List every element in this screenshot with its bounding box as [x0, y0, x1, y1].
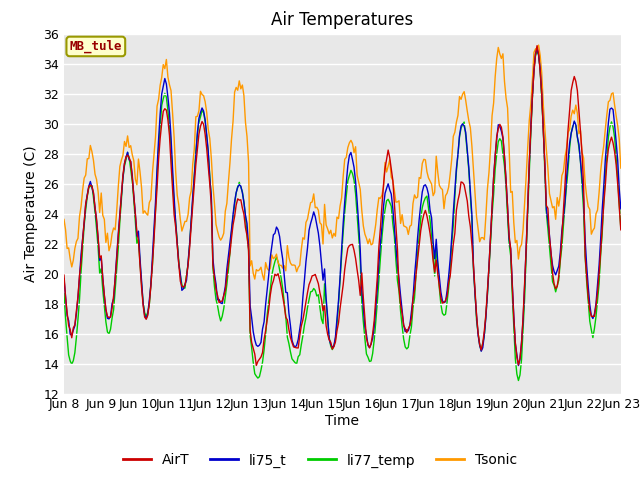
AirT	[305, 282, 313, 288]
li77_temp	[303, 304, 311, 310]
X-axis label: Time: Time	[325, 414, 360, 428]
li77_temp	[226, 250, 234, 255]
li77_temp	[515, 378, 522, 384]
Line: AirT: AirT	[64, 46, 621, 365]
Tsonic	[535, 42, 543, 48]
Tsonic	[226, 160, 234, 166]
li77_temp	[129, 178, 136, 184]
li75_t	[226, 240, 234, 246]
li75_t	[254, 344, 262, 349]
Tsonic	[60, 216, 68, 222]
li77_temp	[533, 48, 541, 54]
Title: Air Temperatures: Air Temperatures	[271, 11, 413, 29]
Tsonic	[244, 159, 252, 165]
AirT	[129, 175, 136, 180]
AirT	[533, 43, 541, 48]
li77_temp	[60, 291, 68, 297]
li75_t	[244, 243, 252, 249]
li77_temp	[589, 335, 596, 340]
AirT	[253, 362, 260, 368]
AirT	[589, 313, 596, 319]
li77_temp	[617, 225, 625, 231]
li75_t	[515, 363, 522, 369]
li75_t	[533, 46, 541, 52]
Tsonic	[129, 152, 136, 157]
li77_temp	[244, 246, 252, 252]
AirT	[255, 356, 263, 362]
AirT	[244, 248, 252, 253]
li75_t	[617, 206, 625, 212]
Tsonic	[254, 268, 262, 274]
Tsonic	[589, 228, 596, 233]
li75_t	[589, 315, 596, 321]
Tsonic	[260, 277, 268, 283]
li75_t	[129, 172, 136, 178]
li77_temp	[254, 375, 262, 381]
Legend: AirT, li75_t, li77_temp, Tsonic: AirT, li75_t, li77_temp, Tsonic	[117, 448, 523, 473]
Tsonic	[617, 165, 625, 171]
AirT	[617, 227, 625, 233]
Line: Tsonic: Tsonic	[64, 45, 621, 280]
AirT	[226, 250, 234, 256]
li75_t	[60, 276, 68, 282]
li75_t	[303, 245, 311, 251]
Y-axis label: Air Temperature (C): Air Temperature (C)	[24, 145, 38, 282]
AirT	[60, 272, 68, 278]
Text: MB_tule: MB_tule	[70, 40, 122, 53]
Line: li77_temp: li77_temp	[64, 51, 621, 381]
Line: li75_t: li75_t	[64, 49, 621, 366]
Tsonic	[305, 208, 313, 214]
